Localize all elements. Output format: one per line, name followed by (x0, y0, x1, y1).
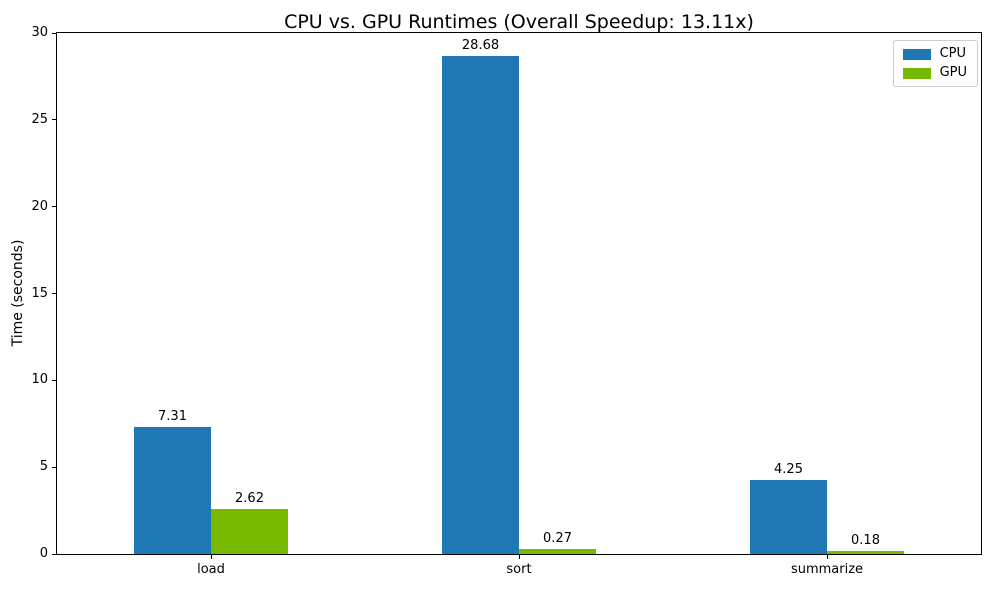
y-tick-mark (52, 553, 56, 555)
bar-value-label-cpu-load: 7.31 (158, 409, 187, 425)
y-tick-label: 5 (39, 459, 48, 475)
y-tick-mark (52, 206, 56, 208)
y-tick-mark (52, 293, 56, 294)
legend-swatch-gpu (902, 67, 931, 79)
y-tick-label: 15 (31, 285, 48, 301)
bar-value-label-cpu-sort: 28.68 (461, 37, 500, 53)
y-tick-mark (52, 32, 56, 34)
bar-cpu-sort (442, 55, 519, 554)
y-tick-label: 25 (31, 111, 48, 127)
legend-label-gpu: GPU (939, 65, 967, 80)
x-tick-label-load: load (197, 562, 225, 577)
bar-value-label-gpu-summarize: 0.18 (851, 532, 880, 548)
bar-cpu-summarize (750, 480, 827, 554)
bar-cpu-load (134, 427, 211, 554)
x-tick-mark (519, 555, 520, 559)
y-tick-label: 30 (31, 25, 48, 40)
y-tick-label: 10 (31, 372, 48, 388)
legend-swatch-cpu (902, 48, 931, 60)
bar-gpu-sort (519, 549, 596, 554)
plot-area: 7.31 28.68 4.25 2.62 0.27 0.18 (56, 32, 982, 555)
legend-row-cpu: CPU (902, 46, 967, 61)
x-tick-mark (211, 555, 212, 559)
chart-title: CPU vs. GPU Runtimes (Overall Speedup: 1… (284, 11, 754, 33)
x-tick-mark (827, 555, 828, 559)
bar-value-label-cpu-summarize: 4.25 (774, 462, 803, 478)
legend-label-cpu: CPU (939, 46, 966, 61)
bar-value-label-gpu-sort: 0.27 (543, 531, 572, 547)
y-tick-mark (52, 466, 56, 468)
bar-gpu-load (211, 508, 288, 554)
bar-value-label-gpu-load: 2.62 (235, 490, 264, 506)
legend-row-gpu: GPU (902, 65, 967, 80)
legend: CPU GPU (892, 40, 978, 87)
y-tick-label: 0 (39, 546, 48, 561)
y-tick-mark (52, 119, 56, 121)
bar-gpu-summarize (827, 550, 904, 554)
y-tick-label: 20 (31, 198, 48, 214)
x-tick-label-summarize: summarize (790, 562, 864, 577)
x-tick-label-sort: sort (506, 562, 532, 577)
y-tick-mark (52, 379, 56, 381)
